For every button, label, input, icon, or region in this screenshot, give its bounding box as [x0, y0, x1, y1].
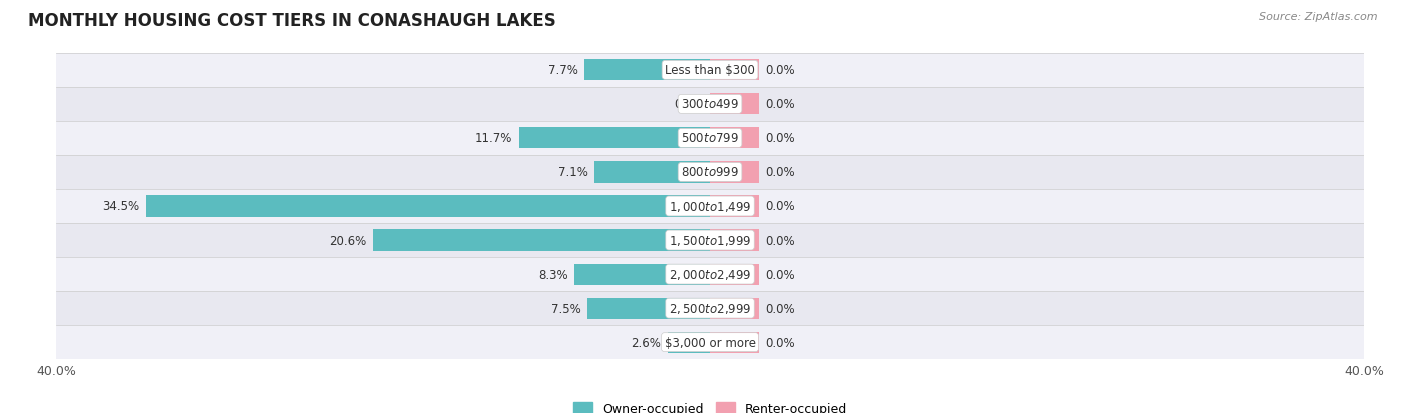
Bar [710, 298, 759, 319]
Text: $300 to $499: $300 to $499 [681, 98, 740, 111]
Bar [56, 88, 1364, 121]
Text: MONTHLY HOUSING COST TIERS IN CONASHAUGH LAKES: MONTHLY HOUSING COST TIERS IN CONASHAUGH… [28, 12, 555, 30]
Legend: Owner-occupied, Renter-occupied: Owner-occupied, Renter-occupied [568, 397, 852, 413]
Text: 11.7%: 11.7% [475, 132, 512, 145]
Text: 0.0%: 0.0% [766, 200, 796, 213]
Text: Source: ZipAtlas.com: Source: ZipAtlas.com [1260, 12, 1378, 22]
Text: 0.0%: 0.0% [673, 98, 703, 111]
Text: 0.0%: 0.0% [766, 98, 796, 111]
Text: 34.5%: 34.5% [103, 200, 139, 213]
Text: 0.0%: 0.0% [766, 268, 796, 281]
Text: 7.7%: 7.7% [548, 64, 578, 77]
Text: 0.0%: 0.0% [766, 166, 796, 179]
Text: 7.1%: 7.1% [558, 166, 588, 179]
Bar [710, 230, 759, 251]
Text: 7.5%: 7.5% [551, 302, 581, 315]
Bar [710, 94, 759, 115]
Text: 0.0%: 0.0% [766, 64, 796, 77]
Text: $500 to $799: $500 to $799 [681, 132, 740, 145]
Bar [593, 162, 710, 183]
Text: $3,000 or more: $3,000 or more [665, 336, 755, 349]
Bar [710, 128, 759, 149]
Bar [575, 264, 710, 285]
Bar [710, 332, 759, 353]
Bar [374, 230, 710, 251]
Bar [56, 190, 1364, 223]
Text: 20.6%: 20.6% [329, 234, 367, 247]
Bar [710, 60, 759, 81]
Bar [583, 60, 710, 81]
Bar [519, 128, 710, 149]
Text: 0.0%: 0.0% [766, 336, 796, 349]
Bar [56, 257, 1364, 292]
Text: 2.6%: 2.6% [631, 336, 661, 349]
Text: 0.0%: 0.0% [766, 234, 796, 247]
Bar [710, 196, 759, 217]
Text: $1,500 to $1,999: $1,500 to $1,999 [669, 233, 751, 247]
Bar [56, 156, 1364, 190]
Bar [588, 298, 710, 319]
Text: $1,000 to $1,499: $1,000 to $1,499 [669, 199, 751, 214]
Bar [710, 264, 759, 285]
Bar [56, 54, 1364, 88]
Text: 0.0%: 0.0% [766, 132, 796, 145]
Text: Less than $300: Less than $300 [665, 64, 755, 77]
Text: $2,500 to $2,999: $2,500 to $2,999 [669, 301, 751, 316]
Text: 8.3%: 8.3% [538, 268, 568, 281]
Bar [56, 292, 1364, 325]
Bar [56, 121, 1364, 156]
Text: $2,000 to $2,499: $2,000 to $2,499 [669, 268, 751, 281]
Bar [146, 196, 710, 217]
Bar [56, 223, 1364, 257]
Text: $800 to $999: $800 to $999 [681, 166, 740, 179]
Bar [56, 325, 1364, 359]
Bar [710, 162, 759, 183]
Text: 0.0%: 0.0% [766, 302, 796, 315]
Bar [668, 332, 710, 353]
